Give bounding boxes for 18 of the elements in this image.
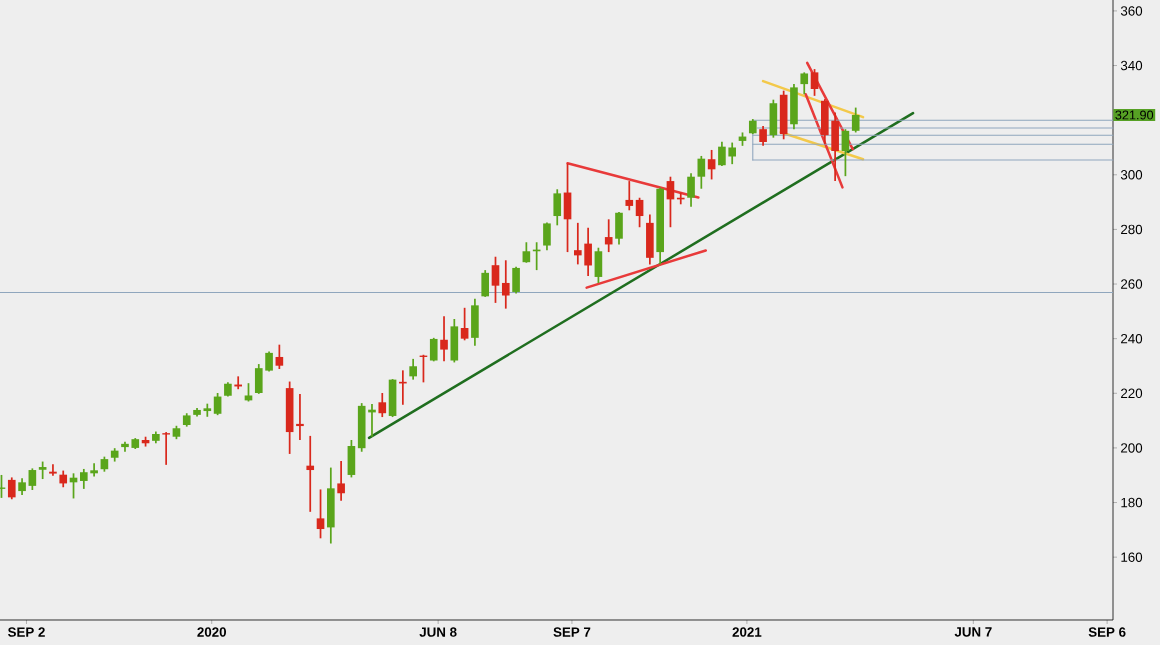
x-tick-label: SEP 6: [1088, 627, 1126, 637]
y-tick-label: 260: [1121, 279, 1143, 289]
text: 321.90: [1115, 110, 1154, 120]
y-tick-label: 220: [1121, 388, 1143, 399]
x-tick-label: SEP 2: [7, 627, 45, 637]
x-tick-label: 2020: [197, 627, 227, 637]
x-tick-label: 2021: [732, 627, 762, 637]
y-tick-label: 280: [1121, 224, 1143, 235]
y-tick-label: 240: [1121, 333, 1143, 344]
x-tick-label: JUN 8: [419, 627, 457, 637]
y-tick-label: 200: [1121, 443, 1143, 453]
x-tick-label: JUN 7: [954, 627, 992, 637]
y-tick-label: 300: [1120, 170, 1143, 180]
y-tick-label: 360: [1120, 6, 1143, 16]
y-tick-label: 340: [1120, 60, 1143, 71]
y-tick-label: 160: [1121, 552, 1143, 562]
y-tick-label: 180: [1121, 497, 1143, 508]
x-tick-label: SEP 7: [553, 627, 591, 637]
